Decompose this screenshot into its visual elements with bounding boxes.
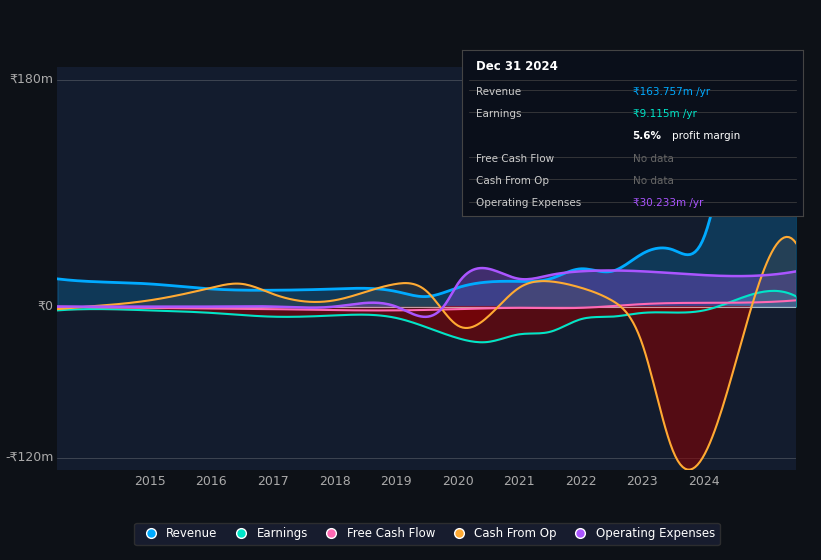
- Legend: Revenue, Earnings, Free Cash Flow, Cash From Op, Operating Expenses: Revenue, Earnings, Free Cash Flow, Cash …: [135, 522, 719, 545]
- Text: ₹30.233m /yr: ₹30.233m /yr: [632, 198, 703, 208]
- Text: Earnings: Earnings: [476, 109, 521, 119]
- Text: 5.6%: 5.6%: [632, 132, 662, 141]
- Text: Revenue: Revenue: [476, 87, 521, 97]
- Text: Dec 31 2024: Dec 31 2024: [476, 60, 557, 73]
- Text: No data: No data: [632, 153, 673, 164]
- Text: -₹120m: -₹120m: [6, 451, 54, 464]
- Text: Operating Expenses: Operating Expenses: [476, 198, 581, 208]
- Text: ₹180m: ₹180m: [10, 73, 54, 86]
- Text: profit margin: profit margin: [672, 132, 740, 141]
- Text: Free Cash Flow: Free Cash Flow: [476, 153, 554, 164]
- Text: Cash From Op: Cash From Op: [476, 176, 549, 186]
- Text: ₹9.115m /yr: ₹9.115m /yr: [632, 109, 696, 119]
- Text: No data: No data: [632, 176, 673, 186]
- Text: ₹163.757m /yr: ₹163.757m /yr: [632, 87, 709, 97]
- Text: ₹0: ₹0: [38, 300, 54, 313]
